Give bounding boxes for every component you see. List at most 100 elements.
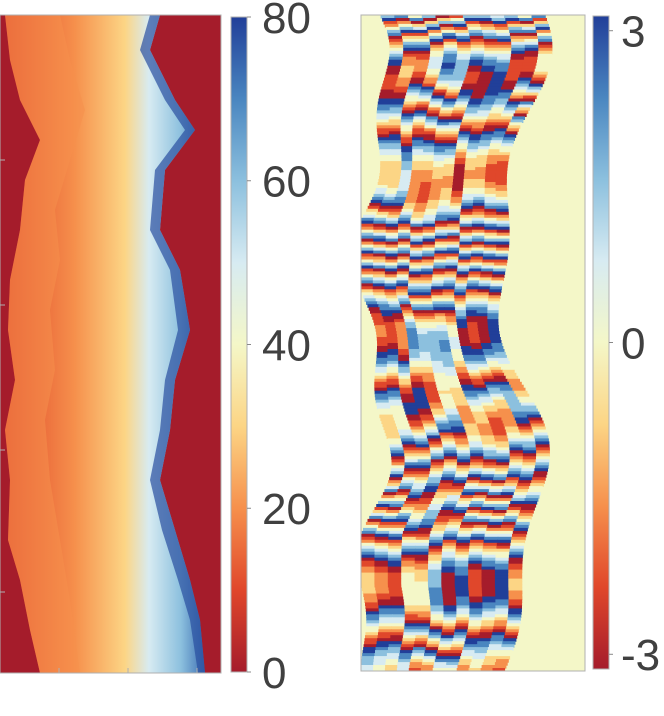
fringe-cell [462, 351, 474, 356]
fringe-cell [529, 486, 543, 490]
fringe-cell [407, 289, 420, 293]
fringe-cell [422, 158, 435, 162]
fringe-cell [398, 372, 411, 377]
fringe-cell [437, 205, 450, 210]
fringe-cell [404, 465, 419, 469]
fringe-cell [482, 608, 496, 612]
fringe-cell [493, 399, 507, 404]
fringe-cell [536, 62, 551, 67]
fringe-cell [388, 399, 403, 404]
fringe-cell [361, 244, 374, 249]
fringe-cell [411, 653, 425, 657]
fringe-cell [396, 283, 409, 287]
fringe-cell [516, 486, 530, 490]
fringe-cell [455, 316, 467, 320]
fringe-cell [509, 462, 523, 466]
colorbar-right-ticks: 30-3 [609, 8, 660, 680]
fringe-cell [422, 217, 436, 222]
fringe-cell [404, 614, 419, 618]
fringe-cell [481, 587, 496, 592]
fringe-cell [491, 277, 504, 281]
fringe-cell [423, 384, 437, 389]
fringe-cell [446, 134, 459, 138]
fringe-cell [461, 653, 475, 657]
fringe-cell [460, 122, 474, 126]
fringe-cell [361, 283, 374, 287]
fringe-cell [449, 387, 463, 392]
fringe-cell [502, 369, 515, 374]
fringe-cell [457, 140, 469, 144]
fringe-cell [402, 635, 417, 639]
fringe-cell [468, 137, 481, 141]
fringe-cell [442, 179, 454, 183]
fringe-cell [456, 98, 470, 103]
fringe-cell [466, 432, 481, 437]
fringe-cell [454, 167, 466, 171]
fringe-cell [502, 420, 517, 425]
fringe-cell [429, 593, 444, 598]
fringe-cell [387, 566, 402, 571]
fringe-cell [383, 426, 398, 431]
fringe-cell [449, 423, 464, 428]
fringe-cell [521, 438, 536, 442]
fringe-cell [391, 602, 405, 606]
fringe-cell [413, 116, 427, 120]
fringe-cell [477, 319, 488, 323]
fringe-cell [428, 635, 442, 639]
fringe-cell [503, 486, 517, 490]
fringe-cell [479, 369, 492, 374]
fringe-cell [474, 417, 489, 422]
fringe-cell [396, 190, 409, 195]
fringe-cell [495, 605, 509, 609]
fringe-cell [451, 193, 463, 198]
fringe-cell [492, 271, 506, 275]
fringe-cell [471, 346, 483, 350]
fringe-cell [470, 453, 484, 457]
fringe-cell [524, 50, 539, 55]
fringe-cell [375, 214, 388, 219]
fringe-cell [404, 602, 418, 606]
fringe-cell [455, 152, 467, 156]
fringe-cell [456, 668, 470, 671]
fringe-cell [467, 369, 480, 374]
fringe-cell [447, 381, 461, 386]
fringe-cell [361, 539, 376, 544]
fringe-cell [396, 668, 410, 671]
fringe-cell [442, 548, 457, 553]
fringe-cell [512, 116, 525, 120]
fringe-cell [400, 65, 415, 70]
fringe-cell [454, 161, 466, 165]
fringe-cell [508, 581, 523, 586]
fringe-cell [481, 578, 496, 583]
fringe-cell [397, 268, 410, 273]
fringe-cell [381, 420, 396, 425]
fringe-cell [444, 501, 458, 505]
fringe-cell [471, 498, 486, 502]
fringe-cell [510, 539, 526, 544]
fringe-cell [454, 569, 469, 574]
fringe-cell [511, 50, 526, 55]
fringe-cell [511, 47, 526, 52]
fringe-cell [401, 170, 413, 174]
fringe-cell [447, 217, 461, 222]
fringe-cell [478, 328, 489, 332]
fringe-cell [422, 223, 436, 228]
fringe-cell [504, 635, 518, 639]
fringe-cell [495, 378, 508, 383]
fringe-cell [504, 396, 519, 401]
fringe-cell [448, 208, 462, 213]
fringe-cell [363, 527, 378, 532]
fringe-cell [469, 268, 482, 273]
fringe-cell [455, 283, 468, 287]
fringe-cell [410, 179, 422, 183]
fringe-cell [448, 653, 462, 657]
fringe-cell [432, 411, 446, 416]
fringe-cell [366, 208, 379, 213]
fringe-cell [449, 343, 461, 347]
fringe-cell [396, 274, 410, 278]
fringe-cell [484, 187, 497, 192]
fringe-cell [434, 310, 446, 314]
fringe-cell [380, 164, 392, 168]
fringe-cell [446, 378, 460, 383]
fringe-cell [529, 420, 544, 425]
